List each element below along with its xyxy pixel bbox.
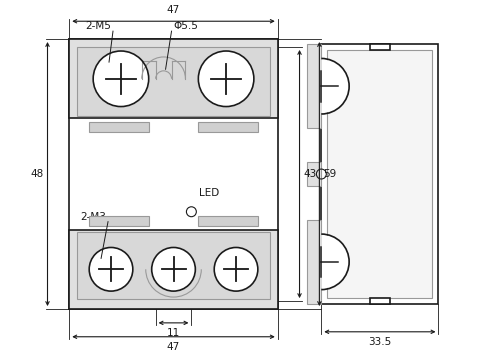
Circle shape (152, 247, 195, 291)
Bar (77, 232, 270, 299)
Bar (77, 47, 270, 301)
Text: 2-M5: 2-M5 (85, 21, 111, 31)
Wedge shape (321, 235, 348, 289)
Bar (89, 216, 148, 226)
Bar (77, 47, 270, 116)
Text: 33.5: 33.5 (368, 337, 391, 347)
Bar (327, 50, 433, 298)
Text: 47: 47 (167, 5, 180, 15)
Bar (198, 216, 258, 226)
Text: 59: 59 (323, 169, 337, 179)
Bar (308, 220, 321, 304)
Bar (370, 44, 390, 50)
Bar (308, 162, 321, 186)
Text: 2-M3: 2-M3 (80, 212, 106, 222)
Bar (69, 230, 278, 309)
Text: 48: 48 (30, 169, 44, 179)
Circle shape (214, 247, 258, 291)
Circle shape (89, 247, 133, 291)
Text: 43: 43 (304, 169, 317, 179)
Text: 11: 11 (167, 328, 180, 338)
Text: 47: 47 (167, 342, 180, 352)
Text: LED: LED (199, 188, 219, 198)
Bar (321, 44, 438, 304)
Circle shape (198, 51, 254, 106)
Text: Φ5.5: Φ5.5 (173, 21, 198, 31)
Bar (308, 44, 321, 129)
Wedge shape (321, 59, 348, 113)
Bar (89, 122, 148, 132)
Bar (370, 298, 390, 304)
Bar (198, 122, 258, 132)
Bar (69, 39, 278, 119)
Circle shape (93, 51, 148, 106)
Bar (69, 39, 278, 309)
